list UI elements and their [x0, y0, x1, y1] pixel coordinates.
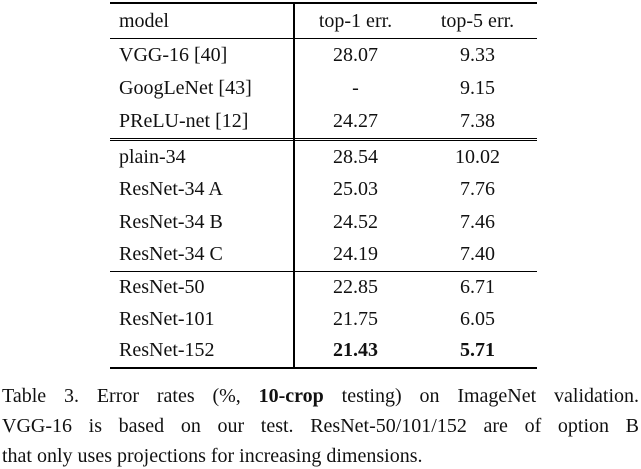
table-section-resnet34: plain-34 28.54 10.02 ResNet-34 A 25.03 7… [110, 141, 537, 271]
caption-text: testing) on ImageNet validation. [323, 385, 639, 407]
results-table: model top-1 err. top-5 err. VGG-16 [40] … [110, 2, 537, 369]
model-cell: ResNet-34 A [119, 178, 223, 201]
model-cell: VGG-16 [40] [119, 44, 228, 66]
header-model: model [119, 9, 169, 32]
top5-cell: 7.46 [460, 210, 495, 233]
table-row: ResNet-34 B 24.52 7.46 [110, 206, 537, 239]
table-row: ResNet-152 21.43 5.71 [110, 335, 537, 367]
top1-cell: 25.03 [333, 178, 378, 201]
table-row: VGG-16 [40] 28.07 9.33 [110, 39, 537, 72]
table-row: ResNet-34 A 25.03 7.76 [110, 174, 537, 207]
column-divider-rule [293, 4, 295, 367]
table-row: ResNet-34 C 24.19 7.40 [110, 239, 537, 272]
top5-cell: 9.33 [460, 44, 495, 66]
top1-cell: 22.85 [333, 276, 378, 299]
top1-cell: 24.19 [333, 243, 378, 266]
table-row: ResNet-101 21.75 6.05 [110, 304, 537, 336]
table-row: PReLU-net [12] 24.27 7.38 [110, 105, 537, 138]
header-row: model top-1 err. top-5 err. [110, 4, 537, 38]
top5-cell: 7.76 [460, 178, 495, 201]
header-top1-err: top-1 err. [318, 9, 393, 32]
double-rule [110, 138, 537, 141]
top5-cell: 6.05 [460, 307, 495, 330]
top5-cell: 9.15 [460, 77, 495, 99]
caption-line-2: VGG-16 is based on our test. ResNet-50/1… [2, 415, 639, 437]
top1-cell: 24.27 [333, 110, 378, 132]
table-row: GoogLeNet [43] - 9.15 [110, 72, 537, 105]
model-cell: PReLU-net [12] [119, 110, 249, 132]
top1-cell: 28.07 [333, 44, 378, 66]
model-cell: ResNet-34 C [119, 243, 223, 266]
top1-cell: - [352, 77, 359, 99]
table-row: plain-34 28.54 10.02 [110, 141, 537, 174]
caption-line-1: Table 3. Error rates (%, 10-crop testing… [2, 381, 639, 411]
top5-cell: 10.02 [455, 145, 500, 168]
table-section-deep-resnets: ResNet-50 22.85 6.71 ResNet-101 21.75 6.… [110, 271, 537, 367]
table-row: ResNet-50 22.85 6.71 [110, 272, 537, 304]
top5-cell: 6.71 [460, 276, 495, 299]
top5-cell: 7.38 [460, 110, 495, 132]
caption-bold-text: 10-crop [258, 385, 324, 407]
model-cell: ResNet-101 [119, 307, 215, 330]
top1-cell: 24.52 [333, 210, 378, 233]
model-cell: ResNet-50 [119, 276, 205, 299]
model-cell: ResNet-152 [119, 339, 215, 362]
table-header: model top-1 err. top-5 err. [110, 4, 537, 39]
top5-cell: 7.40 [460, 243, 495, 266]
model-cell: GoogLeNet [43] [119, 77, 252, 99]
caption-text: Table 3. Error rates (%, [2, 385, 259, 407]
top1-cell: 28.54 [333, 145, 378, 168]
table-section-baselines: VGG-16 [40] 28.07 9.33 GoogLeNet [43] - … [110, 39, 537, 138]
top5-cell-best: 5.71 [460, 339, 495, 362]
table-caption: Table 3. Error rates (%, 10-crop testing… [2, 381, 639, 469]
top1-cell-best: 21.43 [333, 339, 378, 362]
model-cell: plain-34 [119, 145, 186, 168]
model-cell: ResNet-34 B [119, 210, 223, 233]
top1-cell: 21.75 [333, 307, 378, 330]
header-top5-err: top-5 err. [440, 9, 515, 32]
caption-line-3: that only uses projections for increasin… [2, 445, 423, 467]
